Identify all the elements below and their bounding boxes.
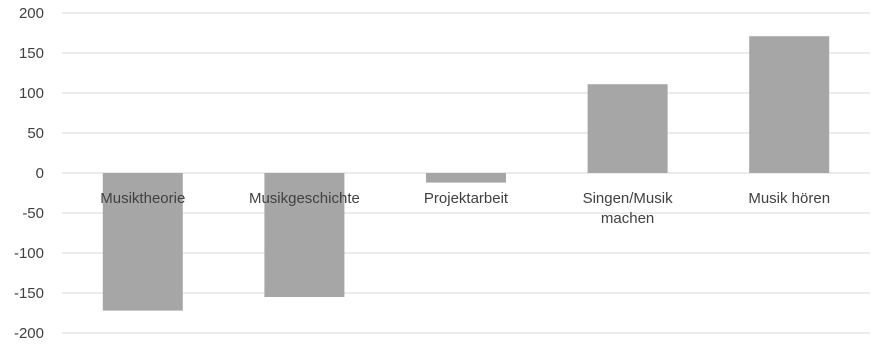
y-tick-label: -150 [14,285,44,302]
category-labels: Musiktheorie Musikgeschichte Projektarbeit… [100,190,830,227]
bar [749,36,830,174]
y-tick-label: 0 [36,165,44,182]
bar [587,84,668,173]
y-tick-label: 200 [19,5,44,22]
y-tick-label: 100 [19,85,44,102]
bar [426,173,506,183]
category-label: Musiktheorie [100,190,185,207]
y-tick-label: -50 [22,205,44,222]
category-label: Musikgeschichte [249,190,360,207]
y-tick-label: -200 [14,325,44,342]
category-label: Musik hören [748,190,830,207]
y-tick-label: 50 [27,125,44,142]
bars [102,36,830,311]
y-tick-label: -100 [14,245,44,262]
category-label: Projektarbeit [424,190,509,207]
bar [264,173,345,297]
y-tick-label: 150 [19,45,44,62]
y-axis-tick-labels: 200 150 100 50 0 -50 -100 -150 -200 [14,5,44,342]
bar [102,173,183,311]
category-label: Singen/Musik machen [583,190,674,227]
